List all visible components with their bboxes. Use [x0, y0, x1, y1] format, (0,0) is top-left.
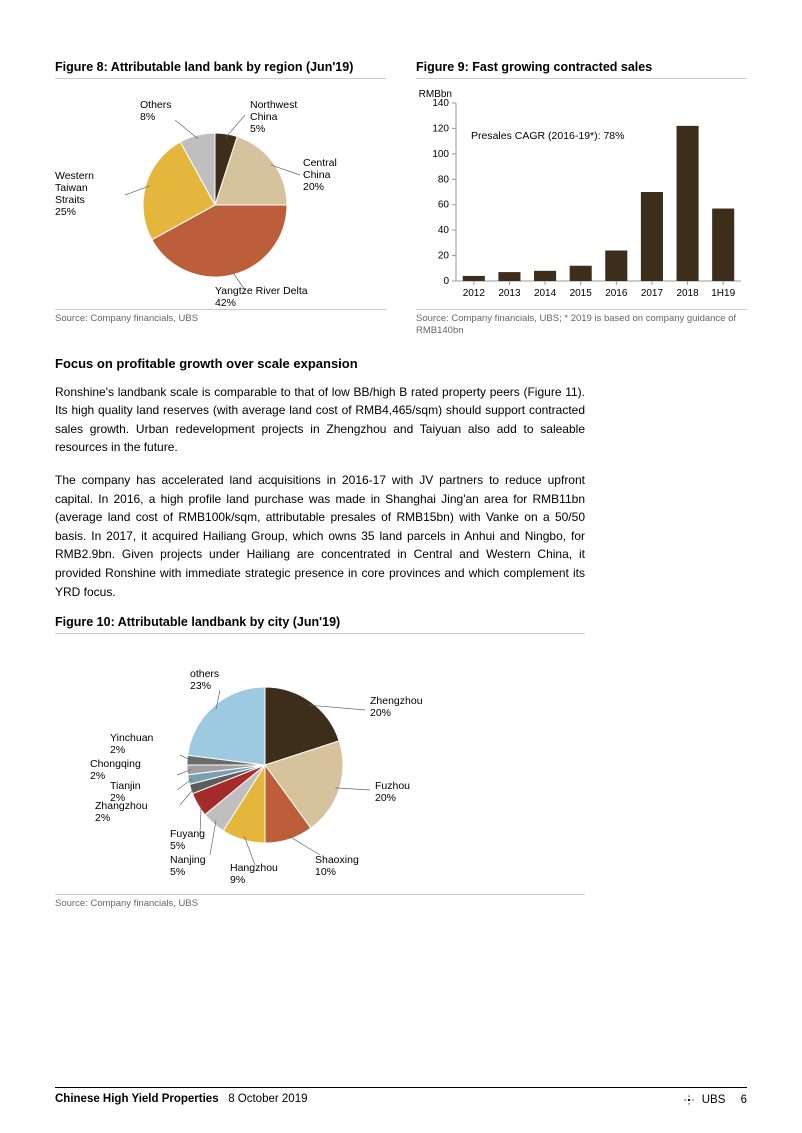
pie-slice-label: Fuyang5% [170, 828, 225, 852]
footer-page: 6 [741, 1094, 747, 1106]
svg-text:2012: 2012 [463, 288, 486, 299]
figure-10-title: Figure 10: Attributable landbank by city… [55, 615, 585, 634]
figure-8: Figure 8: Attributable land bank by regi… [55, 60, 386, 338]
pie-slice-label: Shaoxing10% [315, 854, 385, 878]
svg-text:120: 120 [432, 123, 449, 134]
svg-text:2013: 2013 [498, 288, 521, 299]
figure-9-chart: 020406080100120140RMBbn20122013201420152… [416, 85, 747, 305]
pie-slice-label: Fuzhou20% [375, 780, 435, 804]
pie-slice-label: Northwest China5% [250, 99, 320, 135]
svg-text:40: 40 [438, 225, 450, 236]
figure-10-chart: Zhengzhou20% Fuzhou20% Shaoxing10% Hangzhou… [55, 640, 585, 890]
pie-slice-label: Chongqing2% [90, 758, 170, 782]
pie-slice-label: Yinchuan2% [110, 732, 180, 756]
pie-slice-label: others23% [190, 668, 250, 692]
pie-slice-label: Central China20% [303, 157, 363, 193]
pie-slice-label: Nanjing5% [170, 854, 225, 878]
pie-slice-label: Zhengzhou20% [370, 695, 450, 719]
svg-text:2014: 2014 [534, 288, 557, 299]
figure-8-chart: Northwest China5%Central China20%Yangtze… [55, 85, 386, 305]
page-footer: Chinese High Yield Properties 8 October … [55, 1087, 747, 1107]
footer-date: 8 October 2019 [228, 1093, 307, 1105]
paragraph-2: The company has accelerated land acquisi… [55, 471, 585, 601]
pie-slice-label: Tianjin2% [110, 780, 170, 804]
svg-text:20: 20 [438, 251, 450, 262]
svg-text:100: 100 [432, 149, 449, 160]
footer-brand: UBS [702, 1094, 726, 1106]
footer-left: Chinese High Yield Properties 8 October … [55, 1093, 307, 1107]
svg-text:60: 60 [438, 200, 450, 211]
svg-text:2018: 2018 [676, 288, 699, 299]
section-heading: Focus on profitable growth over scale ex… [55, 356, 585, 371]
figure-9-source: Source: Company financials, UBS; * 2019 … [416, 309, 747, 338]
svg-text:RMBbn: RMBbn [419, 89, 452, 100]
pie-slice-label: Hangzhou9% [230, 862, 300, 886]
ubs-logo-icon [682, 1093, 696, 1107]
pie-slice-label: Western Taiwan Straits25% [55, 170, 120, 218]
svg-text:2017: 2017 [641, 288, 664, 299]
footer-doc-title: Chinese High Yield Properties [55, 1093, 219, 1105]
svg-text:1H19: 1H19 [711, 288, 735, 299]
figure-10-source: Source: Company financials, UBS [55, 894, 585, 910]
chart-annotation: Presales CAGR (2016-19*): 78% [471, 130, 625, 142]
svg-text:80: 80 [438, 174, 450, 185]
svg-text:2016: 2016 [605, 288, 628, 299]
footer-right: UBS 6 [682, 1093, 747, 1107]
pie-slice-label: Yangtze River Delta42% [215, 285, 325, 309]
paragraph-1: Ronshine's landbank scale is comparable … [55, 383, 585, 457]
figure-10: Figure 10: Attributable landbank by city… [55, 615, 585, 910]
figure-9: Figure 9: Fast growing contracted sales … [416, 60, 747, 338]
pie-slice-label: Others8% [140, 99, 190, 123]
svg-text:0: 0 [443, 276, 449, 287]
svg-text:2015: 2015 [570, 288, 593, 299]
figure-8-title: Figure 8: Attributable land bank by regi… [55, 60, 386, 79]
figure-8-source: Source: Company financials, UBS [55, 309, 386, 325]
figure-9-title: Figure 9: Fast growing contracted sales [416, 60, 747, 79]
